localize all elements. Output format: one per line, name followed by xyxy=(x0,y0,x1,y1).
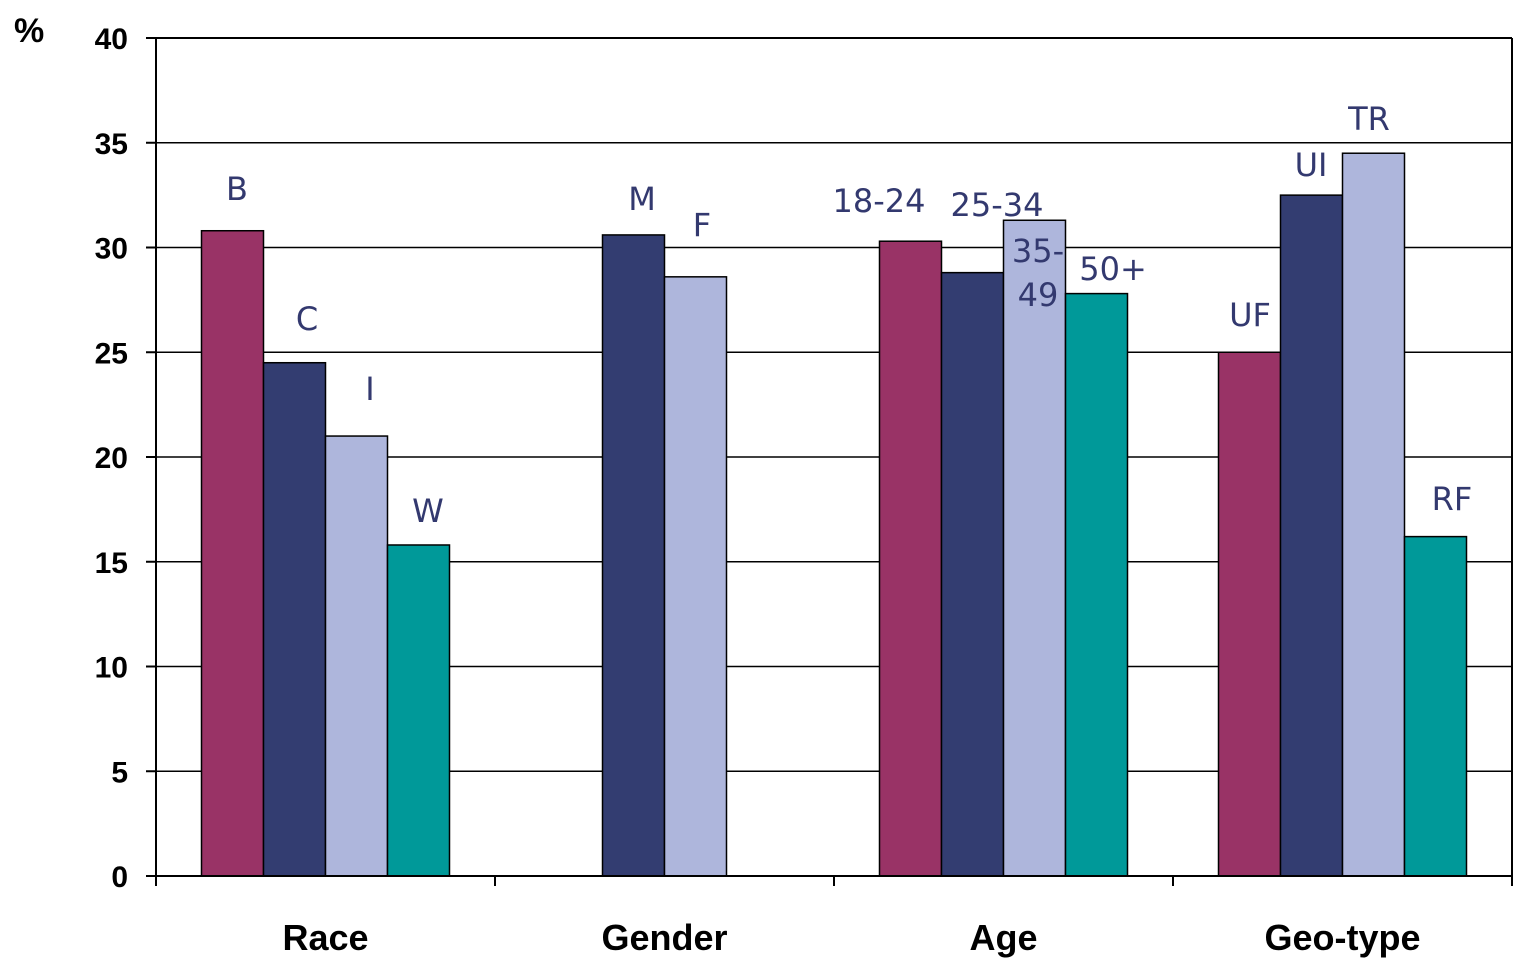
bar-m xyxy=(601,234,666,877)
y-tick-label: 0 xyxy=(111,861,128,894)
bar-label: 35- xyxy=(1012,232,1064,270)
bar-b xyxy=(200,229,265,877)
bar-label: I xyxy=(365,370,374,408)
bar-tr xyxy=(1341,152,1406,877)
x-group-label: Geo-type xyxy=(1264,917,1420,958)
bar-label: 49 xyxy=(1018,276,1059,314)
bar-label: TR xyxy=(1347,100,1390,138)
bar-i xyxy=(324,435,389,877)
y-tick-label: 10 xyxy=(95,652,128,685)
y-tick-label: 25 xyxy=(95,337,128,370)
bar-ui xyxy=(1279,194,1344,877)
y-tick-label: 30 xyxy=(95,233,128,266)
x-group-label: Gender xyxy=(601,917,727,958)
y-tick-label: 35 xyxy=(95,128,128,161)
bar-uf xyxy=(1217,351,1282,877)
bar-w xyxy=(386,544,451,877)
bar-c xyxy=(262,361,327,877)
axes xyxy=(146,37,1513,886)
y-axis-unit-label: % xyxy=(14,12,44,50)
bars xyxy=(200,152,1468,877)
bar-label: UI xyxy=(1295,146,1328,184)
bar-50- xyxy=(1064,292,1129,877)
y-tick-label: 15 xyxy=(95,547,128,580)
x-group-label: Age xyxy=(969,917,1037,958)
bar-label: B xyxy=(226,170,248,208)
bar-label: C xyxy=(296,300,318,338)
bar-35-49 xyxy=(1002,219,1067,877)
y-tick-label: 20 xyxy=(95,442,128,475)
bar-label: 50+ xyxy=(1079,250,1147,288)
bar-rf xyxy=(1403,535,1468,877)
bar-label: F xyxy=(693,206,711,244)
bar-18-24 xyxy=(878,240,943,877)
bar-25-34 xyxy=(940,271,1005,877)
labels: 0 5 10 15 20 25 30 35 40 B C I W Race MF Gender 18-24 25-… xyxy=(95,23,1473,958)
bar-label: M xyxy=(628,180,656,218)
bar-label: 18-24 xyxy=(833,182,926,220)
x-group-label: Race xyxy=(282,917,368,958)
y-tick-label: 40 xyxy=(95,23,128,56)
y-tick-label: 5 xyxy=(111,756,128,789)
bar-label: RF xyxy=(1432,480,1473,518)
bar-label: W xyxy=(412,492,444,530)
bar-label: 25-34 xyxy=(951,186,1044,224)
bar-label: UF xyxy=(1229,296,1271,334)
bar-f xyxy=(663,276,728,877)
